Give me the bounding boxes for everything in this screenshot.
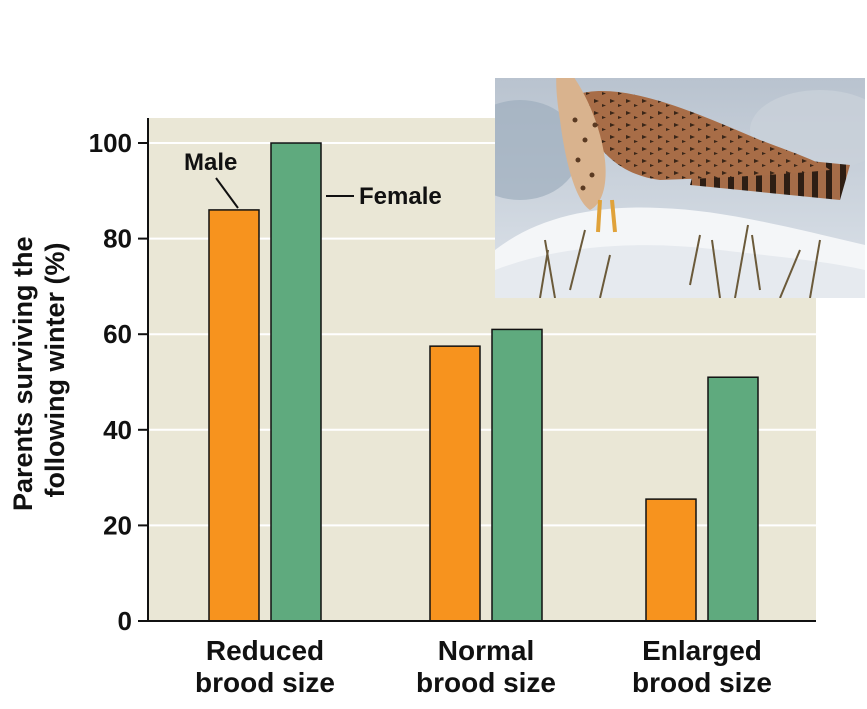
legend-male-leader <box>215 177 239 209</box>
y-tick-label: 40 <box>103 415 132 445</box>
y-tick-label: 20 <box>103 510 132 540</box>
kestrel-photo <box>495 78 865 298</box>
category-label-line: Enlarged <box>642 635 762 666</box>
bars <box>208 142 759 622</box>
legend-female: Female <box>359 183 442 210</box>
bar-male-0 <box>208 209 260 622</box>
y-tick-label: 0 <box>118 606 132 636</box>
category-label-line: brood size <box>416 667 556 698</box>
category-label-line: brood size <box>195 667 335 698</box>
legend: Male Female <box>184 149 442 210</box>
category-label-line: Reduced <box>206 635 324 666</box>
y-axis-label-line-2: following winter (%) <box>40 243 70 498</box>
category-label: Enlarged brood size <box>632 635 772 698</box>
y-tick-labels: 0 20 40 60 80 100 <box>89 128 132 636</box>
category-label: Normal brood size <box>416 635 556 698</box>
bar-female-0 <box>270 142 322 622</box>
bar-male-2 <box>645 498 697 622</box>
y-axis-label: Parents surviving the following winter (… <box>8 229 70 511</box>
y-tick-label: 100 <box>89 128 132 158</box>
y-tick-label: 60 <box>103 319 132 349</box>
y-tick-label: 80 <box>103 224 132 254</box>
category-label-line: Normal <box>438 635 534 666</box>
legend-male: Male <box>184 149 237 176</box>
y-axis-label-line-1: Parents surviving the <box>8 236 38 511</box>
category-label-line: brood size <box>632 667 772 698</box>
bar-female-2 <box>707 376 759 622</box>
bar-male-1 <box>429 345 481 622</box>
axes <box>138 118 816 622</box>
bar-female-1 <box>491 328 543 622</box>
category-label: Reduced brood size <box>195 635 335 698</box>
